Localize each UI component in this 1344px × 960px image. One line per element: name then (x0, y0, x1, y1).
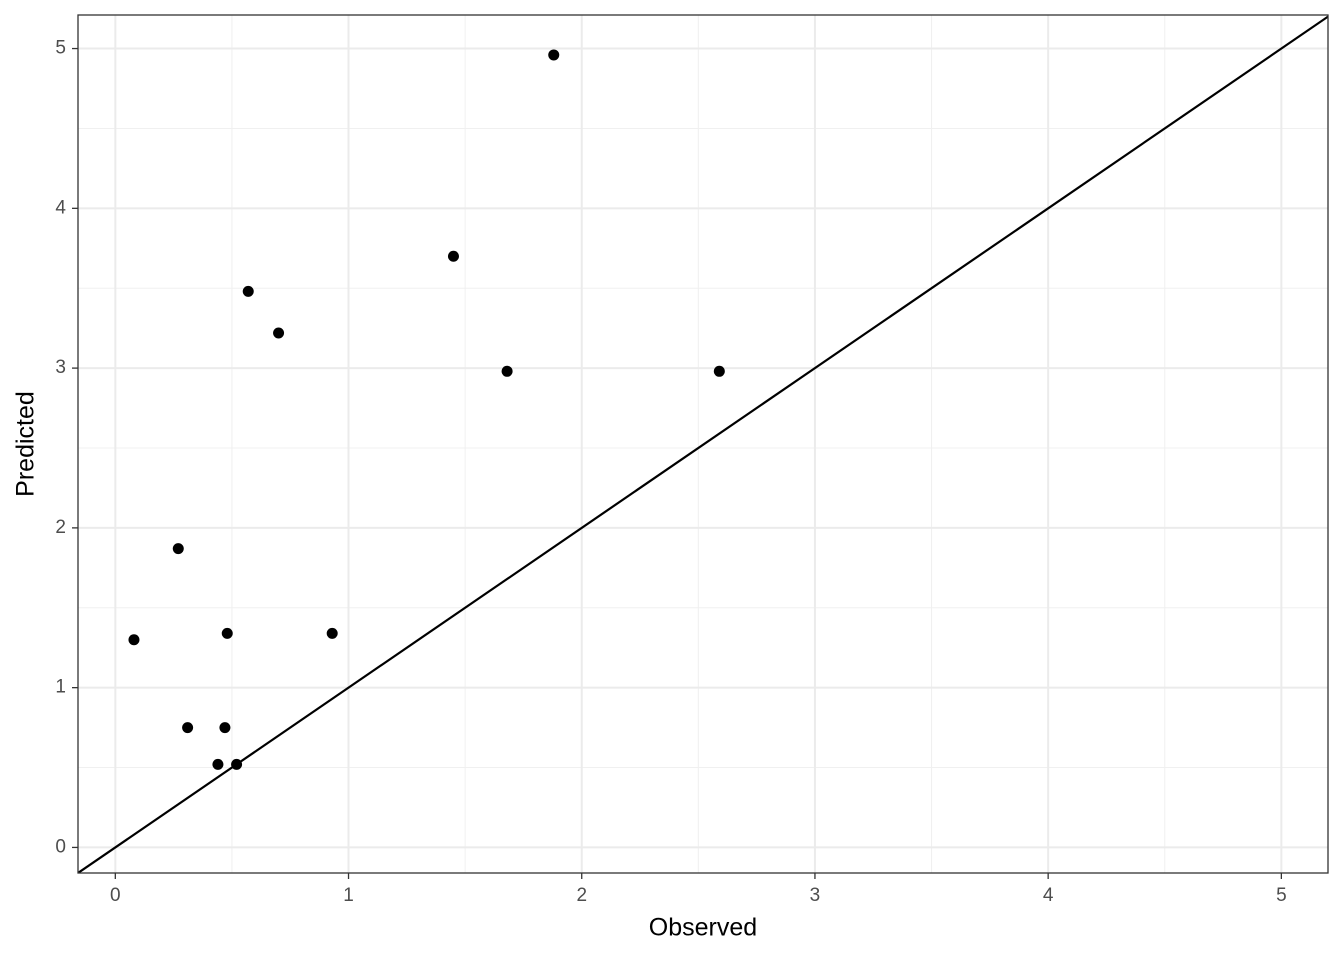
point (273, 327, 285, 339)
y-tick-label: 3 (55, 357, 66, 378)
point (447, 250, 459, 262)
y-axis-title: Predicted (12, 391, 40, 497)
point (182, 722, 194, 734)
point (172, 543, 184, 555)
point (212, 758, 224, 770)
x-tick-label: 1 (343, 885, 354, 906)
y-tick-label: 0 (55, 836, 66, 857)
x-tick-label: 3 (810, 885, 821, 906)
identity-line (78, 15, 1328, 873)
y-tick-label: 2 (55, 517, 66, 538)
point (242, 285, 254, 297)
point (326, 627, 338, 639)
y-tick-label: 1 (55, 677, 66, 698)
x-tick-label: 5 (1276, 885, 1287, 906)
y-tick-label: 4 (55, 197, 66, 218)
point (548, 49, 560, 61)
point (231, 758, 243, 770)
x-tick-label: 4 (1043, 885, 1054, 906)
panel-border (77, 14, 1329, 874)
point (713, 365, 725, 377)
marks (78, 15, 1328, 873)
x-tick-label: 0 (110, 885, 121, 906)
point (219, 722, 231, 734)
x-axis-title: Observed (649, 914, 757, 942)
point (501, 365, 513, 377)
axes: 0 1 2 3 4 5 0 1 2 3 4 5 (55, 38, 1286, 906)
y-tick-label: 5 (55, 38, 66, 59)
grid (78, 15, 1328, 873)
x-tick-label: 2 (576, 885, 587, 906)
point (221, 627, 233, 639)
point (128, 634, 140, 646)
